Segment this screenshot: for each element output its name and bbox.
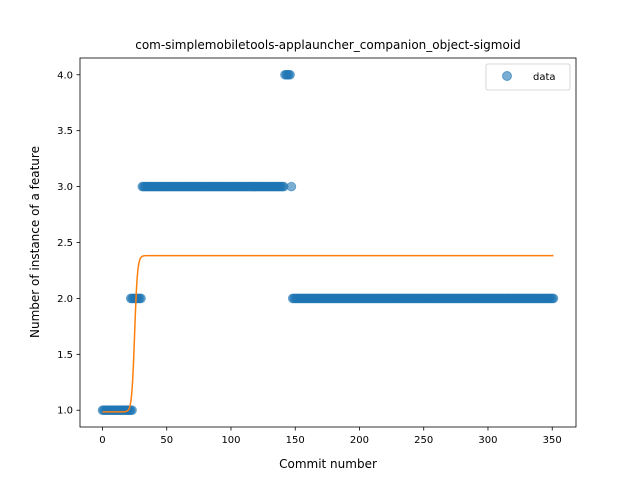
y-tick-label: 1.0 — [57, 406, 73, 417]
y-tick-label: 4.0 — [57, 70, 73, 81]
y-tick-label: 3.0 — [57, 182, 73, 193]
y-axis-ticks: 1.0 1.5 2.0 2.5 3.0 3.5 4.0 — [57, 70, 80, 417]
x-axis-ticks: 0 50 100 150 200 250 300 350 — [99, 427, 562, 446]
x-tick-label: 150 — [286, 435, 305, 446]
y-tick-label: 2.5 — [57, 238, 73, 249]
scatter-points — [97, 69, 559, 416]
y-tick-label: 3.5 — [57, 126, 73, 137]
x-tick-label: 100 — [221, 435, 240, 446]
fit-curve-group — [102, 254, 554, 413]
y-axis-label: Number of instance of a feature — [28, 146, 42, 338]
legend-marker-data — [502, 71, 512, 81]
y-tick-label: 2.0 — [57, 294, 73, 305]
x-axis-label: Commit number — [279, 457, 377, 471]
x-tick-label: 200 — [350, 435, 369, 446]
x-tick-label: 350 — [543, 435, 562, 446]
fit-curve — [102, 254, 554, 413]
y-tick-label: 1.5 — [57, 350, 73, 361]
data-point — [285, 69, 295, 80]
x-tick-label: 50 — [160, 435, 173, 446]
x-tick-label: 0 — [99, 435, 105, 446]
data-point — [548, 293, 559, 304]
x-tick-label: 300 — [478, 435, 497, 446]
legend: data — [485, 63, 571, 91]
data-point — [286, 181, 297, 192]
chart-title: com-simplemobiletools-applauncher_compan… — [135, 38, 521, 52]
data-point — [136, 293, 146, 304]
x-tick-label: 250 — [414, 435, 433, 446]
legend-box — [485, 63, 571, 91]
legend-label-data: data — [533, 72, 556, 83]
